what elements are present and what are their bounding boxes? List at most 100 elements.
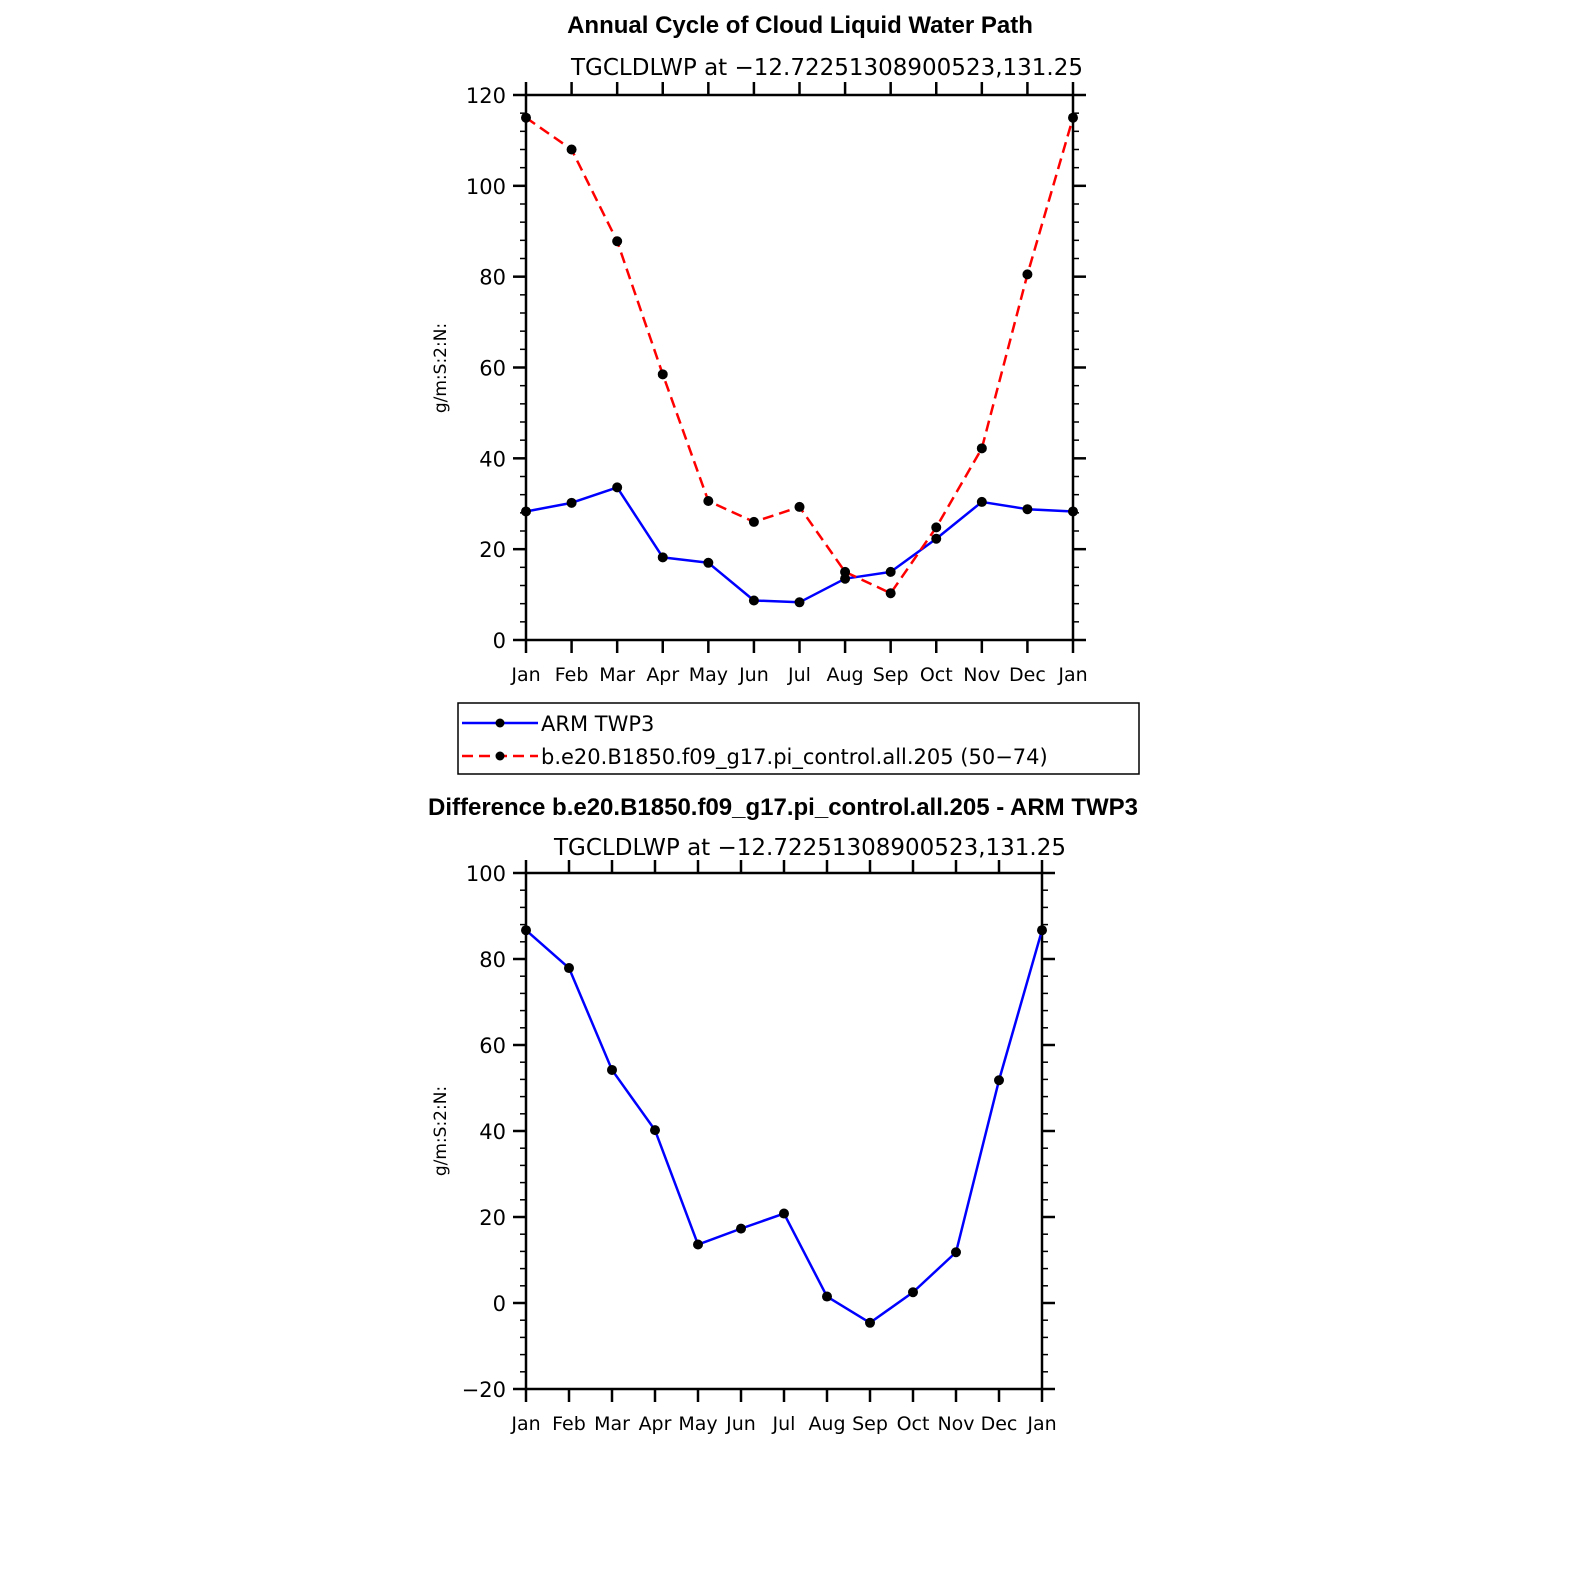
y-tick-label: 40	[479, 447, 506, 471]
data-point-series-0	[564, 963, 574, 974]
data-point-series-0	[951, 1247, 961, 1258]
series-markers	[521, 112, 1078, 608]
plot-frame	[524, 871, 1044, 1391]
data-point-series-0	[994, 1075, 1004, 1086]
x-tick-label: Dec	[981, 1413, 1018, 1435]
data-point-series-1	[612, 236, 623, 247]
x-tick-label: Jan	[1057, 664, 1087, 686]
x-tick-label: Sep	[852, 1413, 888, 1435]
series-lines	[525, 929, 1044, 1325]
series-markers	[521, 925, 1047, 1328]
x-tick-label: Jun	[725, 1413, 756, 1435]
x-tick-label: May	[689, 664, 728, 686]
y-tick-label: 100	[466, 862, 506, 886]
y-tick-label: 20	[479, 1206, 506, 1230]
data-point-series-0	[1022, 504, 1033, 515]
x-tick-label: Jul	[772, 1413, 796, 1435]
data-point-series-0	[908, 1287, 918, 1298]
x-tick-label: Apr	[639, 1413, 672, 1435]
x-tick-label: Jan	[510, 664, 540, 686]
legend-marker-arm-twp3	[495, 718, 505, 728]
data-point-series-1	[840, 566, 851, 577]
data-point-series-0	[693, 1239, 703, 1250]
data-point-series-1	[794, 501, 805, 512]
data-point-series-0	[566, 497, 577, 508]
legend-label-arm-twp3: ARM TWP3	[541, 712, 654, 736]
data-point-series-1	[885, 588, 896, 599]
series-line-1	[525, 116, 1075, 595]
y-tick-label: 120	[466, 84, 506, 108]
annual-cycle-panel: Annual Cycle of Cloud Liquid Water Path …	[431, 12, 1140, 775]
y-tick-label: 80	[479, 266, 506, 290]
data-point-series-0	[748, 595, 759, 606]
y-tick-label: 0	[493, 1292, 506, 1316]
data-point-series-1	[657, 369, 668, 380]
legend-item-model: b.e20.B1850.f09_g17.pi_control.all.205 (…	[462, 745, 1048, 770]
y-tick-label: 100	[466, 175, 506, 199]
legend-marker-model	[495, 751, 505, 761]
data-point-series-0	[521, 506, 531, 517]
data-point-series-0	[794, 597, 805, 608]
x-tick-label: Mar	[599, 664, 635, 686]
data-point-series-0	[976, 496, 987, 507]
data-point-series-1	[566, 144, 577, 155]
axes: 0 20 40 60 80 100 120 Jan Feb Mar Apr May Jun Jul Aug S…	[466, 82, 1088, 686]
x-tick-label: Aug	[808, 1413, 845, 1435]
y-tick-label: 80	[479, 948, 506, 972]
y-axis-label: g/m:S:2:N:	[431, 323, 451, 413]
x-tick-label: Feb	[552, 1413, 586, 1435]
data-point-series-0	[1068, 506, 1078, 517]
data-point-series-0	[865, 1317, 875, 1328]
chart-title: Difference b.e20.B1850.f09_g17.pi_contro…	[428, 794, 1138, 821]
chart-subtitle: TGCLDLWP at −12.72251308900523,131.25	[553, 835, 1066, 861]
data-point-series-0	[736, 1223, 746, 1234]
y-tick-label: 60	[479, 1034, 506, 1058]
data-point-series-0	[703, 557, 714, 568]
data-point-series-0	[521, 925, 531, 936]
data-point-series-0	[607, 1064, 617, 1075]
x-tick-label: Sep	[873, 664, 909, 686]
data-point-series-1	[1068, 112, 1078, 123]
y-tick-label: 40	[479, 1120, 506, 1144]
series-lines	[525, 116, 1075, 604]
legend-item-arm-twp3: ARM TWP3	[462, 712, 654, 736]
data-point-series-0	[931, 533, 942, 544]
data-point-series-0	[779, 1208, 789, 1219]
x-tick-label: Jan	[510, 1413, 540, 1435]
series-line-0	[525, 929, 1044, 1325]
x-tick-label: Oct	[920, 664, 953, 686]
x-tick-label: Apr	[646, 664, 679, 686]
data-point-series-1	[521, 112, 531, 123]
data-point-series-0	[657, 552, 668, 563]
x-tick-label: Feb	[555, 664, 589, 686]
x-tick-label: Oct	[897, 1413, 930, 1435]
x-tick-label: Nov	[963, 664, 1000, 686]
difference-panel: Difference b.e20.B1850.f09_g17.pi_contro…	[428, 794, 1138, 1435]
x-tick-label: Mar	[594, 1413, 630, 1435]
data-point-series-0	[1037, 925, 1047, 936]
legend-box	[457, 702, 1140, 775]
y-tick-label: −20	[462, 1378, 506, 1402]
data-point-series-1	[976, 443, 987, 454]
chart-title: Annual Cycle of Cloud Liquid Water Path	[567, 12, 1033, 39]
data-point-series-1	[748, 516, 759, 527]
data-point-series-1	[1022, 269, 1033, 280]
y-axis-label: g/m:S:2:N:	[431, 1086, 451, 1176]
data-point-series-0	[885, 566, 896, 577]
legend-label-model: b.e20.B1850.f09_g17.pi_control.all.205 (…	[541, 745, 1048, 770]
x-tick-label: May	[678, 1413, 717, 1435]
x-tick-label: Nov	[937, 1413, 974, 1435]
data-point-series-0	[612, 482, 623, 493]
x-tick-label: Aug	[827, 664, 864, 686]
axes: −20 0 20 40 60 80 100 Jan Feb Mar Apr May Jun Jul Aug S…	[462, 860, 1057, 1435]
y-tick-label: 20	[479, 538, 506, 562]
data-point-series-0	[650, 1125, 660, 1136]
y-tick-label: 0	[493, 629, 506, 653]
chart-subtitle: TGCLDLWP at −12.72251308900523,131.25	[570, 55, 1083, 81]
x-tick-label: Dec	[1009, 664, 1046, 686]
data-point-series-0	[822, 1291, 832, 1302]
y-tick-label: 60	[479, 357, 506, 381]
x-tick-label: Jan	[1026, 1413, 1056, 1435]
legend: ARM TWP3 b.e20.B1850.f09_g17.pi_control.…	[457, 702, 1140, 775]
